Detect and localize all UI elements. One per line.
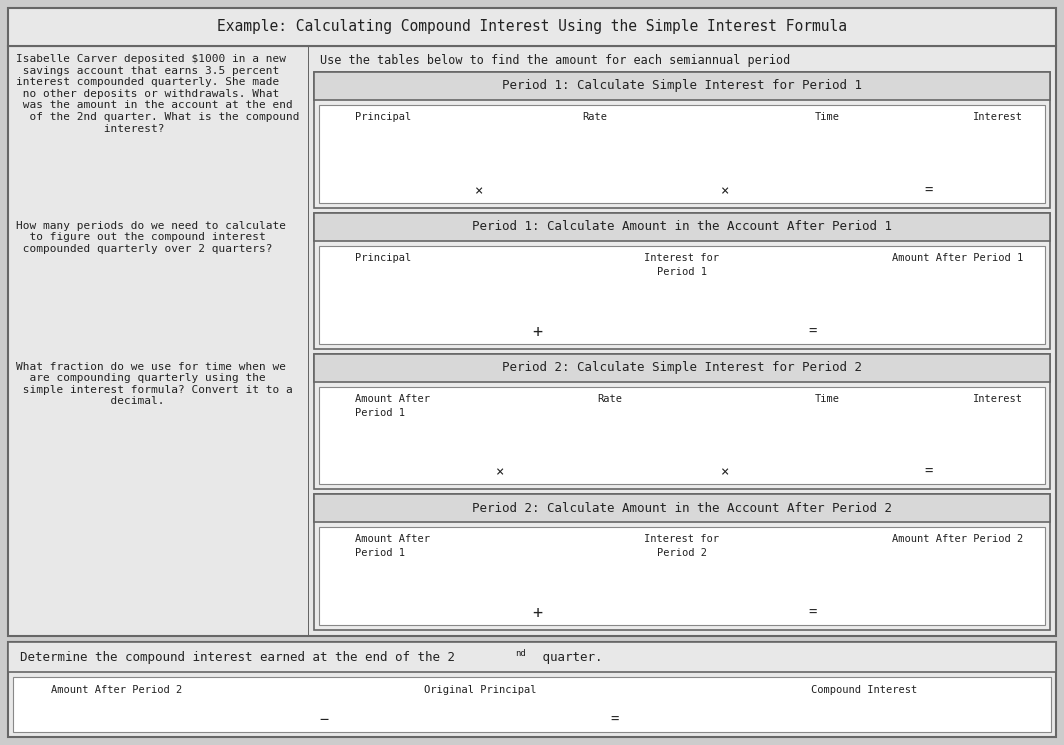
Bar — [9, 8, 1055, 46]
Text: Compound Interest: Compound Interest — [811, 685, 917, 695]
Bar — [319, 527, 1045, 625]
Text: =: = — [925, 184, 933, 197]
Text: Determine the compound interest earned at the end of the 2: Determine the compound interest earned a… — [20, 650, 455, 664]
Text: +: + — [532, 323, 542, 340]
Text: Period 2: Calculate Simple Interest for Period 2: Period 2: Calculate Simple Interest for … — [502, 361, 862, 374]
Bar — [319, 387, 1045, 484]
Text: Period 2: Calculate Amount in the Account After Period 2: Period 2: Calculate Amount in the Accoun… — [472, 501, 892, 515]
Text: =: = — [925, 465, 933, 479]
Text: −: − — [320, 712, 329, 728]
Text: Period 1: Period 1 — [355, 408, 405, 417]
Bar — [314, 213, 1050, 349]
Bar — [13, 677, 1051, 732]
Text: Time: Time — [815, 112, 839, 122]
Text: Use the tables below to find the amount for each semiannual period: Use the tables below to find the amount … — [320, 54, 791, 67]
Bar — [314, 494, 1050, 630]
Text: Example: Calculating Compound Interest Using the Simple Interest Formula: Example: Calculating Compound Interest U… — [217, 19, 847, 34]
Text: Principal: Principal — [355, 253, 412, 263]
Text: How many periods do we need to calculate
  to figure out the compound interest
 : How many periods do we need to calculate… — [16, 221, 286, 254]
Text: Isabelle Carver deposited $1000 in a new
 savings account that earns 3.5 percent: Isabelle Carver deposited $1000 in a new… — [16, 54, 299, 133]
Text: Period 1: Period 1 — [656, 267, 706, 276]
Bar — [9, 642, 1055, 737]
Text: Period 2: Period 2 — [656, 548, 706, 558]
Text: Interest: Interest — [974, 112, 1024, 122]
Text: Time: Time — [815, 393, 839, 404]
Text: Interest: Interest — [974, 393, 1024, 404]
Text: ×: × — [475, 184, 483, 197]
Text: Rate: Rate — [582, 112, 608, 122]
Text: Interest for: Interest for — [645, 534, 719, 545]
Text: +: + — [532, 604, 542, 622]
Text: Principal: Principal — [355, 112, 412, 122]
Text: nd: nd — [515, 648, 526, 658]
Bar — [314, 353, 1050, 381]
Text: =: = — [809, 325, 817, 338]
Bar — [319, 105, 1045, 203]
Text: Period 1: Calculate Amount in the Account After Period 1: Period 1: Calculate Amount in the Accoun… — [472, 221, 892, 233]
Bar — [319, 246, 1045, 343]
Text: Period 1: Period 1 — [355, 548, 405, 558]
Text: Amount After: Amount After — [355, 393, 430, 404]
Text: Amount After Period 2: Amount After Period 2 — [892, 534, 1024, 545]
Text: Rate: Rate — [597, 393, 621, 404]
Text: ×: × — [721, 465, 730, 479]
Bar — [9, 642, 1055, 672]
Text: Interest for: Interest for — [645, 253, 719, 263]
Bar — [314, 72, 1050, 208]
Bar — [314, 494, 1050, 522]
Text: ×: × — [496, 465, 504, 479]
Text: Period 1: Calculate Simple Interest for Period 1: Period 1: Calculate Simple Interest for … — [502, 80, 862, 92]
Text: What fraction do we use for time when we
  are compounding quarterly using the
 : What fraction do we use for time when we… — [16, 361, 293, 406]
Text: ×: × — [721, 184, 730, 197]
Text: =: = — [611, 713, 619, 727]
Text: Amount After Period 1: Amount After Period 1 — [892, 253, 1024, 263]
Bar — [314, 353, 1050, 489]
Text: Original Principal: Original Principal — [423, 685, 536, 695]
Text: Amount After: Amount After — [355, 534, 430, 545]
Bar — [314, 213, 1050, 241]
Text: =: = — [809, 606, 817, 620]
Bar — [9, 46, 1055, 636]
Bar — [314, 72, 1050, 100]
Text: quarter.: quarter. — [535, 650, 602, 664]
Text: Amount After Period 2: Amount After Period 2 — [51, 685, 182, 695]
